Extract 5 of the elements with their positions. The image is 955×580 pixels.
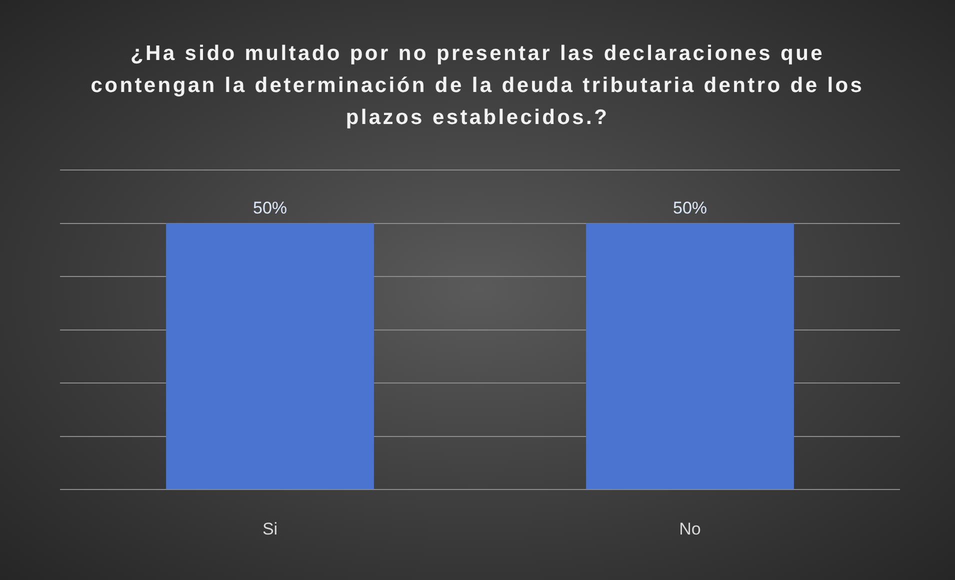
x-tick-label: No xyxy=(679,519,701,538)
data-label: 50% xyxy=(672,198,708,218)
chart-title: ¿Ha sido multado por no presentar las declaraciones que contengan la determinación de la deuda tributaria dentro de los plazos establecidos.? xyxy=(90,41,865,131)
x-tick-label: Si xyxy=(262,519,278,538)
data-label: 50% xyxy=(252,198,288,218)
